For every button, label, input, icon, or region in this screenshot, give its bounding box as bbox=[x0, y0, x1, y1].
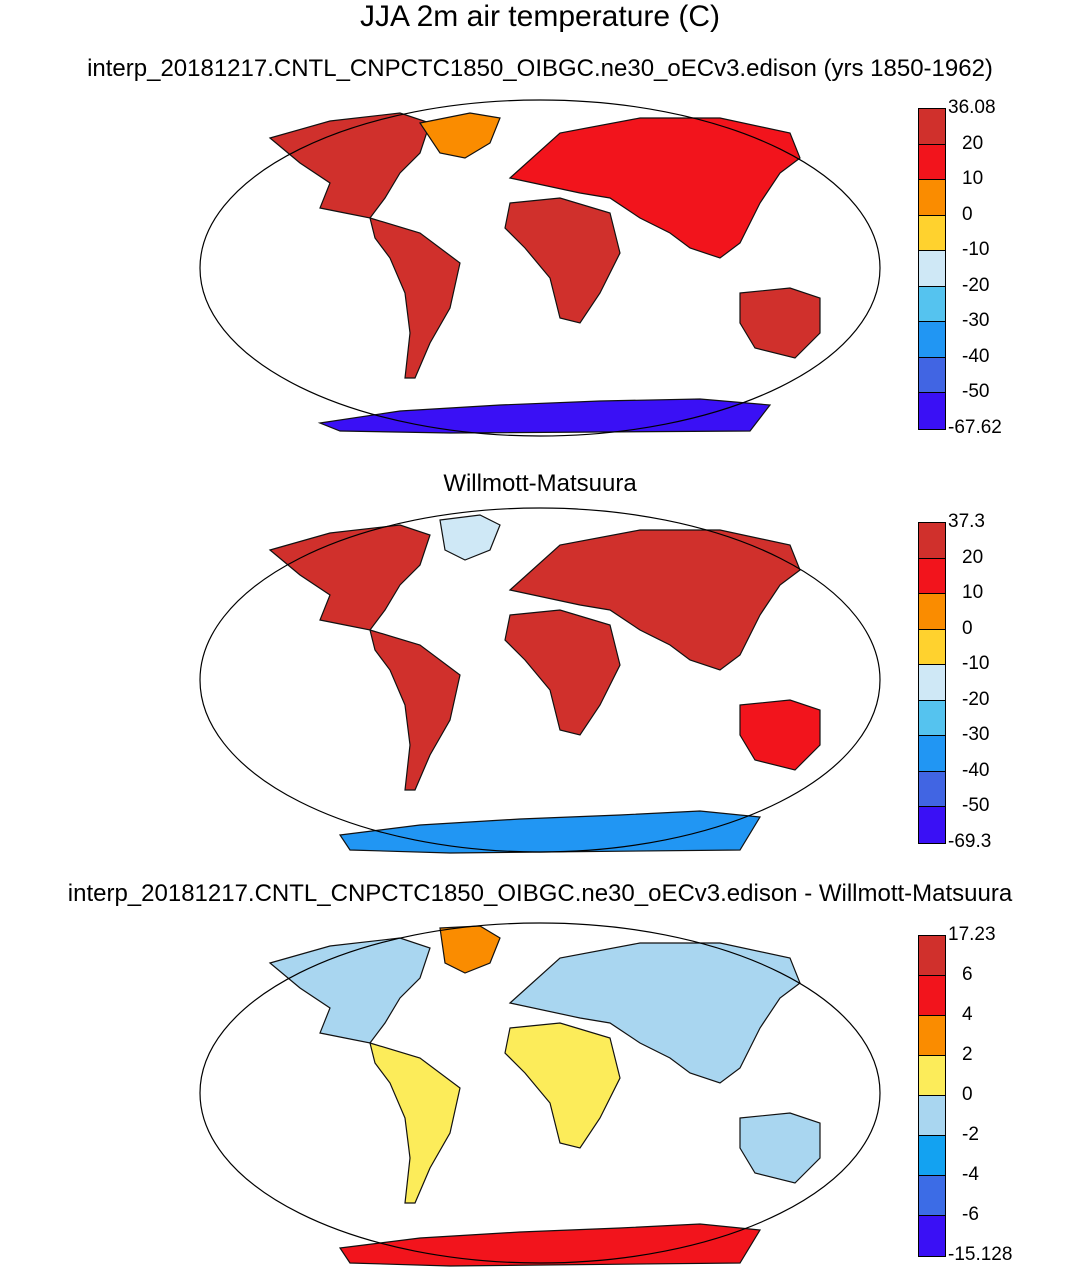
colorbar-1-swatch-4 bbox=[919, 251, 945, 287]
eurasia bbox=[508, 117, 801, 259]
australia bbox=[739, 287, 821, 359]
colorbar-2-label-1: 20 bbox=[962, 546, 984, 568]
colorbar-2-label-5: -20 bbox=[962, 688, 990, 710]
greenland bbox=[419, 112, 501, 159]
colorbar-1-swatch-7 bbox=[919, 357, 945, 394]
colorbar-3-label-4: 0 bbox=[962, 1084, 973, 1105]
colorbar-1-swatch-1 bbox=[919, 144, 945, 181]
map-border bbox=[199, 507, 881, 853]
eurasia bbox=[508, 942, 801, 1084]
colorbar-1-label-7: -40 bbox=[962, 345, 990, 367]
antarctica bbox=[338, 1223, 762, 1267]
greenland bbox=[439, 925, 501, 974]
africa bbox=[504, 197, 621, 324]
colorbar-2-swatch-7 bbox=[919, 771, 945, 808]
colorbar-1-label-9: -67.62 bbox=[948, 417, 1002, 438]
map-panel-3 bbox=[199, 922, 881, 1267]
colorbar-3-label-2: 4 bbox=[962, 1004, 973, 1025]
australia bbox=[739, 1112, 821, 1184]
colorbar-1-label-0: 36.08 bbox=[948, 97, 996, 118]
africa bbox=[504, 1022, 621, 1149]
colorbar-2-swatch-8 bbox=[919, 807, 945, 843]
colorbar-1-label-4: -10 bbox=[962, 239, 990, 261]
colorbar-1-swatch-2 bbox=[919, 180, 945, 216]
antarctica bbox=[338, 810, 762, 854]
colorbar-3-swatch-2 bbox=[919, 1016, 945, 1056]
colorbar-3-label-0: 17.23 bbox=[948, 924, 996, 945]
colorbar-1 bbox=[918, 108, 946, 430]
colorbar-2-label-3: 0 bbox=[962, 617, 973, 639]
colorbar-2-label-0: 37.3 bbox=[948, 511, 985, 532]
south-america bbox=[369, 217, 461, 379]
south-america bbox=[369, 629, 461, 791]
north-america bbox=[268, 112, 431, 219]
colorbar-3-swatch-5 bbox=[919, 1136, 945, 1176]
colorbar-3-label-5: -2 bbox=[962, 1124, 979, 1145]
africa bbox=[504, 609, 621, 736]
colorbar-3-label-8: -15.128 bbox=[948, 1244, 1013, 1265]
greenland bbox=[439, 514, 501, 561]
colorbar-1-label-6: -30 bbox=[962, 310, 990, 332]
colorbar-1-swatch-5 bbox=[919, 286, 945, 323]
panel-1-title: interp_20181217.CNTL_CNPCTC1850_OIBGC.ne… bbox=[87, 55, 993, 82]
colorbar-1-label-1: 20 bbox=[962, 132, 984, 154]
colorbar-3-swatch-1 bbox=[919, 976, 945, 1016]
colorbar-2-label-2: 10 bbox=[962, 582, 984, 604]
colorbar-2-swatch-3 bbox=[919, 629, 945, 666]
colorbar-3-swatch-3 bbox=[919, 1056, 945, 1096]
australia bbox=[739, 699, 821, 771]
colorbar-3 bbox=[918, 935, 946, 1257]
main-title: JJA 2m air temperature (C) bbox=[359, 0, 721, 33]
colorbar-3-swatch-6 bbox=[919, 1176, 945, 1216]
colorbar-1-label-2: 10 bbox=[962, 168, 984, 190]
colorbar-2-swatch-1 bbox=[919, 558, 945, 595]
map-panel-1 bbox=[199, 99, 881, 437]
colorbar-2-label-7: -40 bbox=[962, 759, 990, 781]
colorbar-2-swatch-5 bbox=[919, 700, 945, 737]
map-border bbox=[199, 922, 881, 1264]
colorbar-1-swatch-3 bbox=[919, 215, 945, 252]
colorbar-2-swatch-4 bbox=[919, 665, 945, 701]
colorbar-2-swatch-6 bbox=[919, 736, 945, 772]
colorbar-1-swatch-8 bbox=[919, 393, 945, 429]
map-panel-2 bbox=[199, 507, 881, 854]
colorbar-1-swatch-6 bbox=[919, 322, 945, 358]
colorbar-2-label-6: -30 bbox=[962, 724, 990, 746]
continents-layer-3 bbox=[268, 925, 821, 1267]
colorbar-2-swatch-2 bbox=[919, 594, 945, 630]
colorbar-3-label-7: -6 bbox=[962, 1204, 979, 1225]
north-america bbox=[268, 937, 431, 1044]
colorbar-3-label-1: 6 bbox=[962, 964, 973, 985]
panel-2-title: Willmott-Matsuura bbox=[443, 470, 637, 497]
continents-layer-2 bbox=[268, 514, 821, 854]
colorbar-3-label-6: -4 bbox=[962, 1164, 979, 1185]
panel-3-title: interp_20181217.CNTL_CNPCTC1850_OIBGC.ne… bbox=[67, 880, 1013, 907]
antarctica bbox=[317, 398, 772, 434]
colorbar-1-label-8: -50 bbox=[962, 381, 990, 403]
south-america bbox=[369, 1042, 461, 1204]
colorbar-3-swatch-7 bbox=[919, 1216, 945, 1256]
continents-layer-1 bbox=[268, 112, 821, 434]
eurasia bbox=[508, 529, 801, 671]
colorbar-1-label-3: 0 bbox=[962, 203, 973, 225]
colorbar-2 bbox=[918, 522, 946, 844]
colorbar-3-swatch-0 bbox=[919, 936, 945, 976]
colorbar-1-label-5: -20 bbox=[962, 274, 990, 296]
colorbar-2-swatch-0 bbox=[919, 523, 945, 559]
colorbar-3-label-3: 2 bbox=[962, 1044, 973, 1065]
colorbar-2-label-4: -10 bbox=[962, 653, 990, 675]
colorbar-3-swatch-4 bbox=[919, 1096, 945, 1136]
north-america bbox=[268, 524, 431, 631]
colorbar-1-swatch-0 bbox=[919, 109, 945, 145]
colorbar-2-label-8: -50 bbox=[962, 795, 990, 817]
map-border bbox=[199, 99, 881, 437]
colorbar-2-label-9: -69.3 bbox=[948, 831, 992, 852]
